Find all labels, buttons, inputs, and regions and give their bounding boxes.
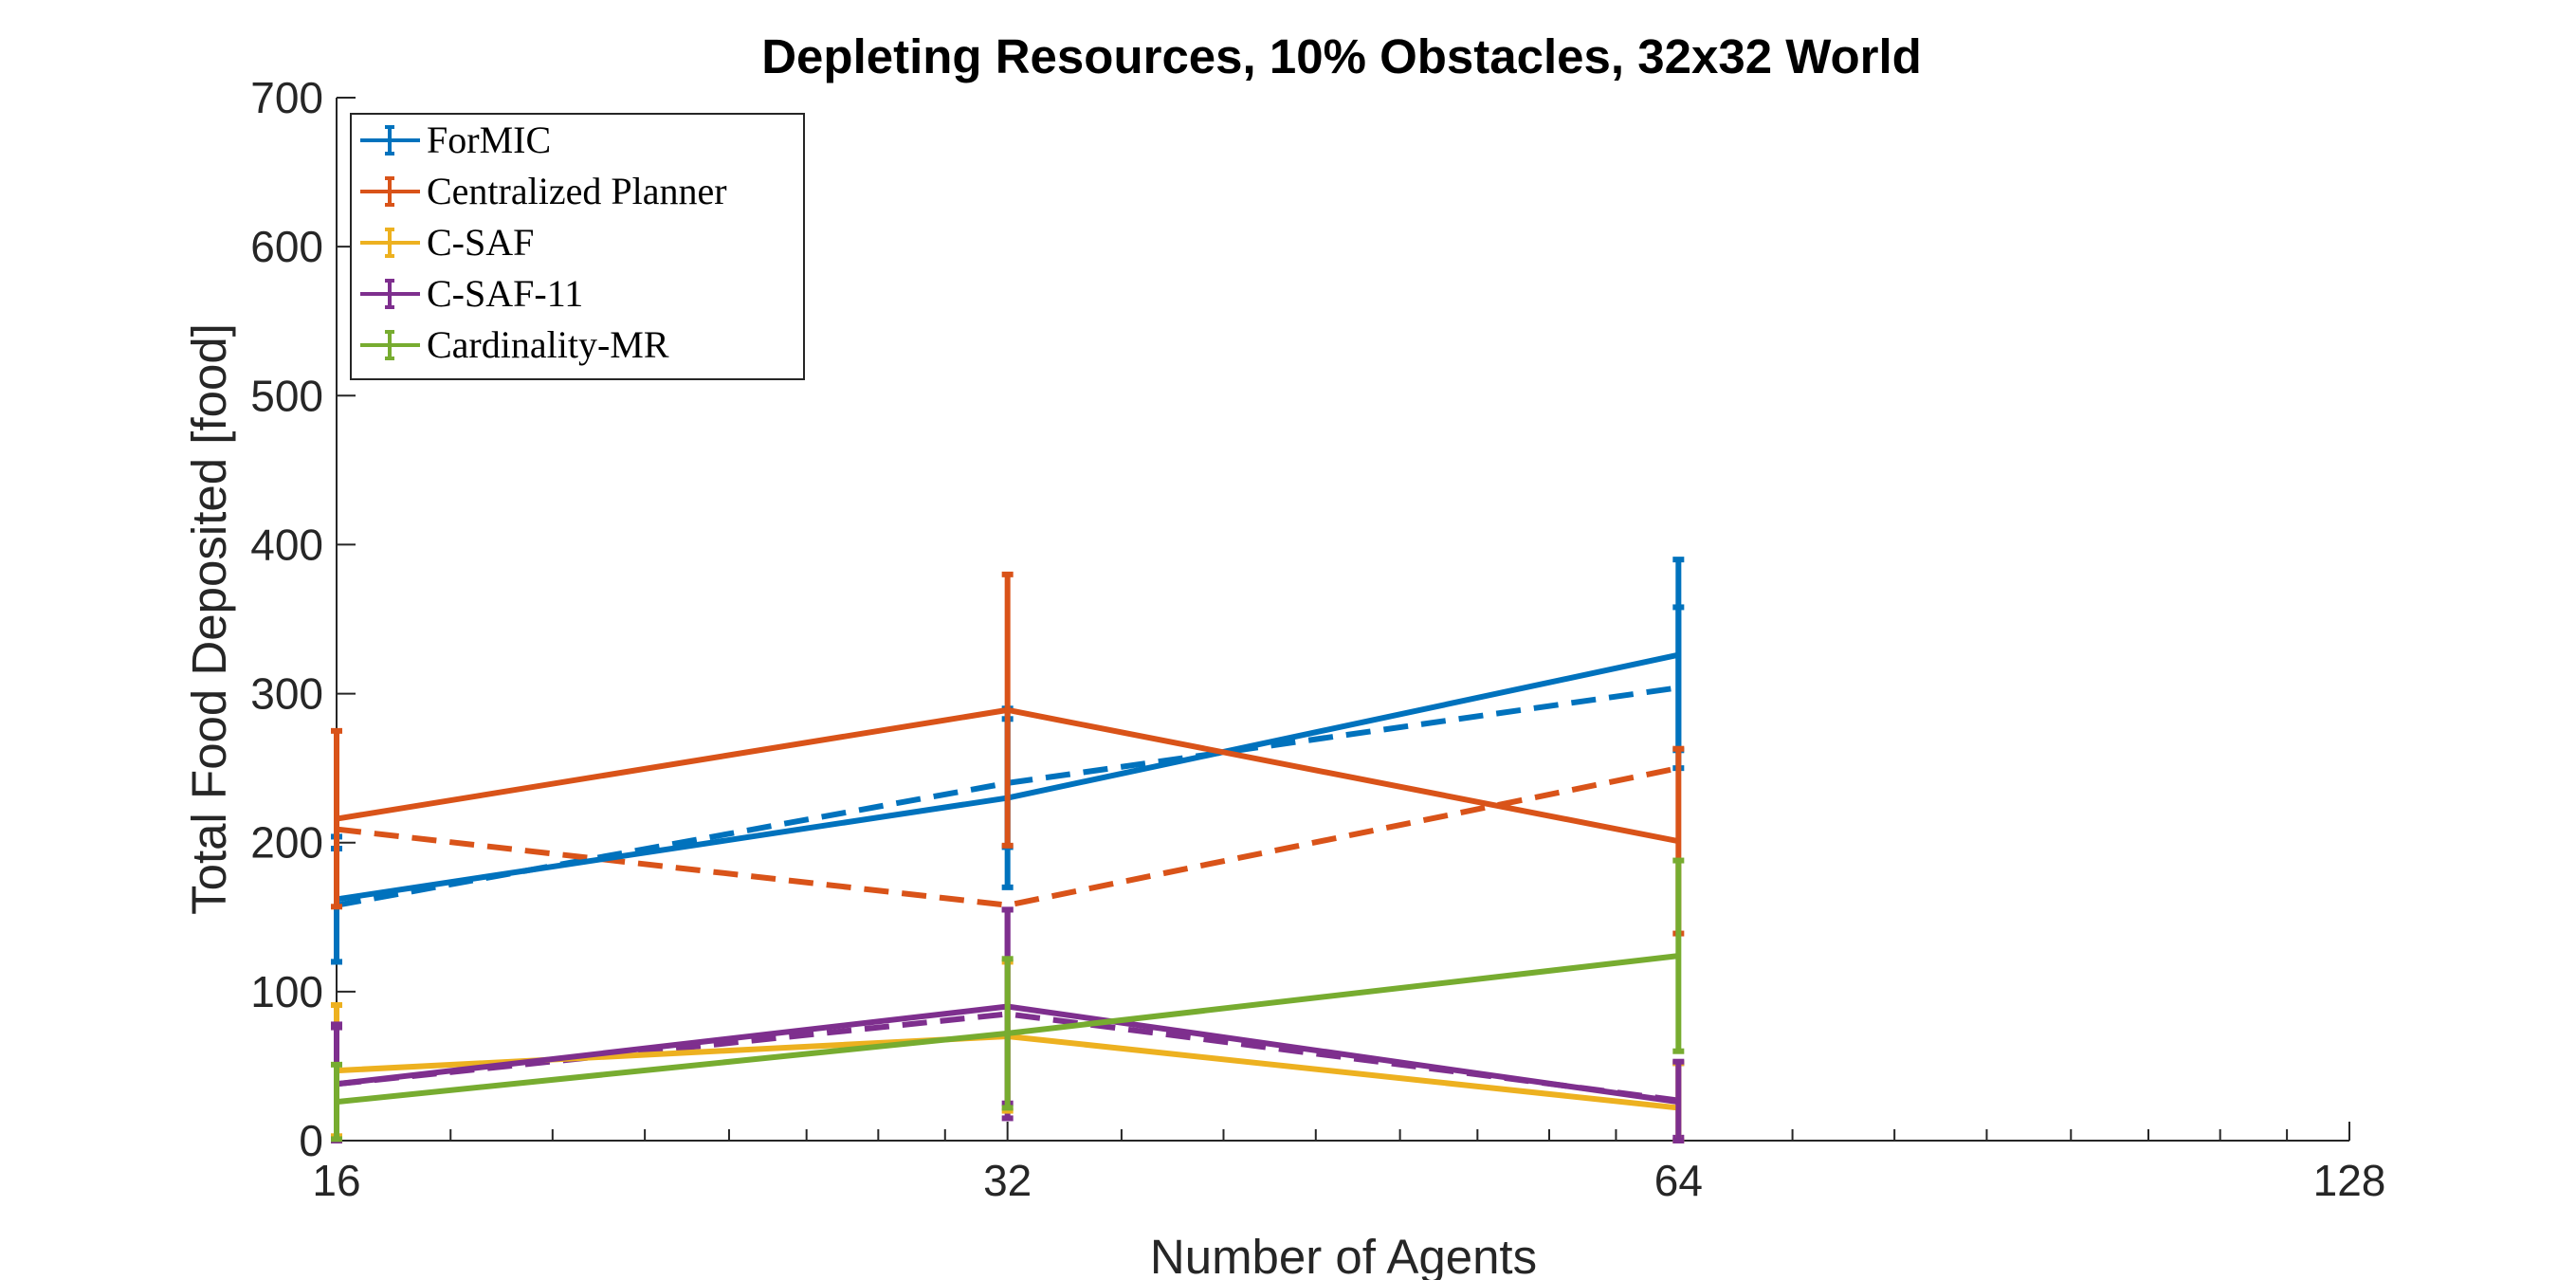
y-tick-label: 200 xyxy=(250,818,323,868)
legend: ForMIC Centralized Planner C-SAF C-SAF-11 Ca… xyxy=(350,113,805,380)
x-axis-label: Number of Agents xyxy=(1150,1230,1537,1280)
legend-label: C-SAF xyxy=(427,221,534,264)
chart-title: Depleting Resources, 10% Obstacles, 32x3… xyxy=(761,29,1922,83)
y-tick-label: 100 xyxy=(250,967,323,1016)
y-tick-label: 0 xyxy=(299,1116,323,1165)
x-tick-label: 16 xyxy=(312,1156,360,1205)
legend-label: ForMIC xyxy=(427,119,551,161)
x-ticks: 16 32 64 128 xyxy=(312,1122,2385,1205)
legend-label: Centralized Planner xyxy=(427,170,727,212)
y-tick-label: 600 xyxy=(250,222,323,271)
y-tick-label: 400 xyxy=(250,520,323,569)
y-tick-label: 500 xyxy=(250,371,323,420)
x-tick-label: 128 xyxy=(2313,1156,2386,1205)
y-ticks: 0 100 200 300 400 500 600 700 xyxy=(250,73,356,1165)
x-tick-label: 64 xyxy=(1654,1156,1703,1205)
legend-label: C-SAF-11 xyxy=(427,272,583,315)
legend-box xyxy=(350,113,805,380)
y-tick-label: 300 xyxy=(250,669,323,719)
x-tick-label: 32 xyxy=(983,1156,1032,1205)
y-axis-label: Total Food Deposited [food] xyxy=(182,323,236,915)
legend-label: Cardinality-MR xyxy=(427,323,669,366)
plot-area xyxy=(331,557,1685,1143)
y-tick-label: 700 xyxy=(250,73,323,122)
series-4 xyxy=(331,857,1685,1143)
